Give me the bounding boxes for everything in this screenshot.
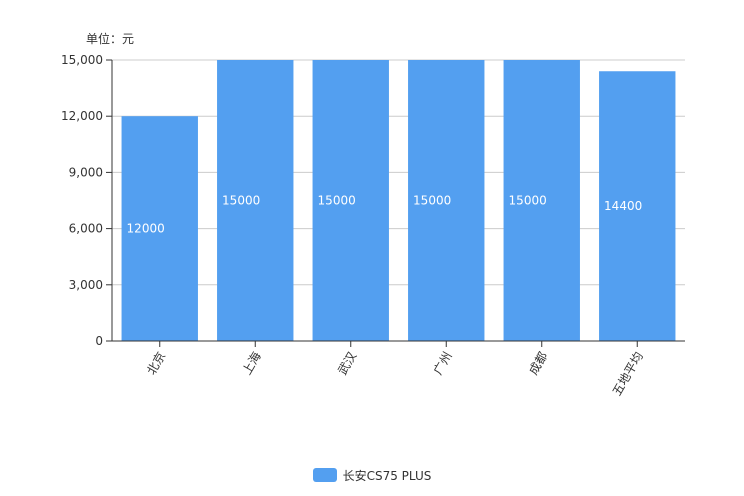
bar-data-label: 14400 [604, 199, 642, 213]
legend-swatch [312, 468, 337, 482]
x-tick-label: 成都 [526, 350, 550, 378]
bar[interactable] [503, 60, 580, 341]
x-tick-label: 上海 [239, 349, 264, 377]
bar[interactable] [217, 60, 294, 341]
gridlines [112, 59, 685, 286]
bars: 12000 15000 15000 15000 15000 14400 [121, 60, 676, 342]
y-tick-label: 6,000 [69, 222, 103, 236]
legend[interactable]: 长安CS75 PLUS [0, 464, 744, 486]
bar[interactable] [599, 71, 676, 342]
y-tick-label: 9,000 [69, 165, 103, 179]
bar[interactable] [121, 116, 198, 341]
x-tick-label: 广州 [431, 350, 455, 378]
x-tick-label: 武汉 [335, 350, 359, 378]
x-tick-label: 五地平均 [610, 350, 646, 399]
y-axis-ticks: 0 3,000 6,000 9,000 12,000 15,000 [61, 53, 112, 348]
legend-label: 长安CS75 PLUS [342, 468, 432, 483]
y-tick-label: 15,000 [61, 53, 103, 67]
bar-data-label: 12000 [127, 222, 165, 236]
bar-data-label: 15000 [413, 194, 451, 208]
y-tick-label: 3,000 [69, 278, 103, 292]
bar[interactable] [312, 60, 389, 341]
x-axis-ticks: 北京 上海 武汉 广州 成都 五地平均 [144, 341, 646, 398]
bar[interactable] [408, 60, 485, 341]
x-tick-label: 北京 [144, 350, 168, 378]
y-tick-label: 0 [95, 334, 103, 348]
y-axis-unit-label: 单位：元 [86, 31, 134, 46]
bar-data-label: 15000 [509, 194, 547, 208]
bar-data-label: 15000 [222, 194, 260, 208]
y-tick-label: 12,000 [61, 109, 103, 123]
bar-data-label: 15000 [318, 194, 356, 208]
